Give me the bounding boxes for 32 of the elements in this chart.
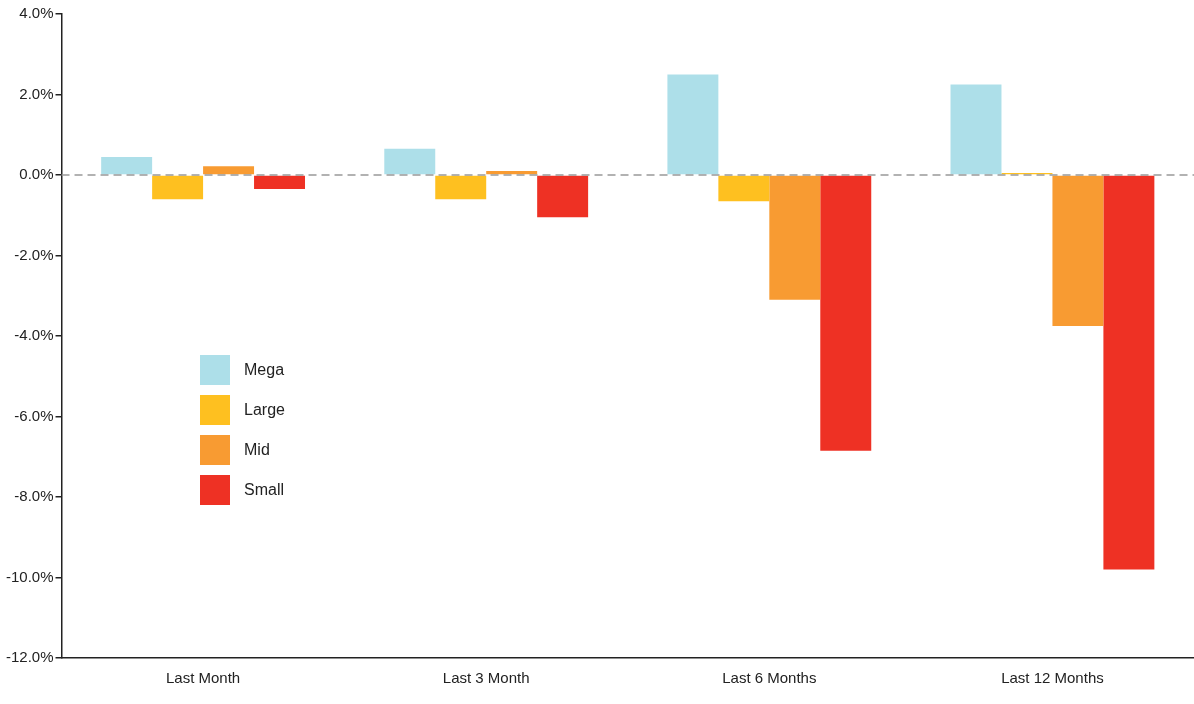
y-tick-label: -4.0% xyxy=(14,326,54,344)
y-tick-label: -6.0% xyxy=(14,406,54,424)
bar xyxy=(718,175,770,202)
x-tick-label: Last 3 Month xyxy=(442,669,530,687)
bar xyxy=(384,148,436,175)
y-tick-label: 2.0% xyxy=(19,84,54,102)
y-tick-label: -12.0% xyxy=(6,648,54,666)
x-tick-label: Last 6 Months xyxy=(722,669,817,687)
bar xyxy=(769,175,821,300)
bar xyxy=(254,175,306,190)
legend-label: Large xyxy=(244,401,285,419)
bar xyxy=(435,175,487,200)
bar xyxy=(820,175,872,451)
legend-label: Mega xyxy=(244,361,285,379)
y-tick-label: 4.0% xyxy=(19,4,54,22)
y-tick-label: -8.0% xyxy=(14,487,54,505)
x-tick-label: Last Month xyxy=(165,669,241,687)
legend-label: Small xyxy=(244,481,285,499)
x-tick-label: Last 12 Months xyxy=(1001,669,1104,687)
bar xyxy=(203,166,255,175)
bar xyxy=(537,175,589,218)
y-tick-label: -2.0% xyxy=(14,245,54,263)
bar xyxy=(101,156,153,175)
bar xyxy=(1052,175,1104,326)
bar xyxy=(667,74,719,175)
bar xyxy=(1103,175,1155,570)
y-tick-label: 0.0% xyxy=(19,165,54,183)
legend-label: Mid xyxy=(244,441,270,459)
y-tick-label: -10.0% xyxy=(6,567,54,585)
bar xyxy=(152,175,204,200)
bar xyxy=(486,170,538,175)
bar xyxy=(950,84,1002,175)
